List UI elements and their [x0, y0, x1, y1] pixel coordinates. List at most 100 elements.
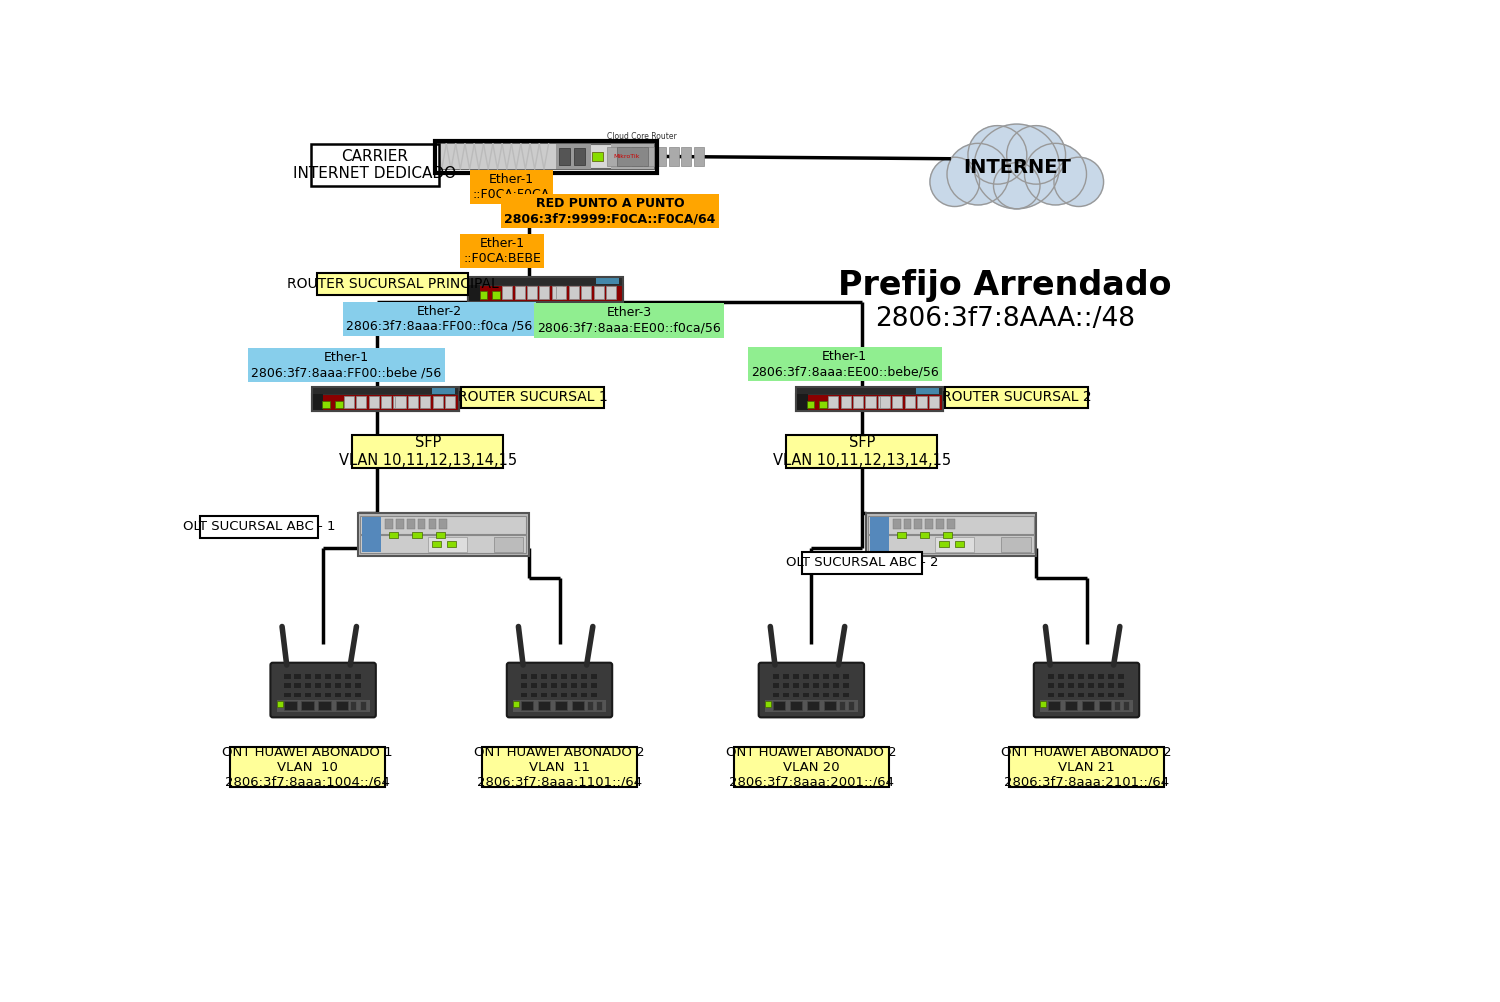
Bar [824, 702, 830, 706]
FancyBboxPatch shape [436, 143, 556, 169]
FancyBboxPatch shape [572, 701, 585, 710]
FancyBboxPatch shape [616, 147, 648, 166]
Bar [1058, 674, 1064, 679]
Bar [833, 683, 840, 688]
Text: Ether-1
2806:3f7:8aaa:FF00::bebe /56: Ether-1 2806:3f7:8aaa:FF00::bebe /56 [251, 351, 441, 379]
Bar [334, 692, 340, 697]
Bar [802, 683, 808, 688]
FancyBboxPatch shape [1113, 701, 1120, 710]
Circle shape [946, 143, 1010, 205]
FancyBboxPatch shape [417, 519, 426, 529]
FancyBboxPatch shape [772, 701, 784, 710]
Bar [765, 701, 771, 707]
Text: ONT HUAWEI ABONADO 2
VLAN 21
2806:3f7:8aaa:2101::/64: ONT HUAWEI ABONADO 2 VLAN 21 2806:3f7:8a… [1000, 745, 1172, 789]
FancyBboxPatch shape [357, 396, 366, 408]
Bar [315, 702, 321, 706]
Bar [1108, 683, 1114, 688]
Bar [843, 683, 849, 688]
Bar [550, 674, 556, 679]
FancyBboxPatch shape [596, 278, 619, 285]
Bar [772, 683, 778, 688]
Bar [447, 541, 456, 547]
Bar [1119, 674, 1125, 679]
Bar [1058, 683, 1064, 688]
Bar [843, 692, 849, 697]
Text: SFP
VLAN 10,11,12,13,14,15: SFP VLAN 10,11,12,13,14,15 [772, 435, 951, 468]
FancyBboxPatch shape [1065, 701, 1077, 710]
Bar [591, 674, 597, 679]
FancyBboxPatch shape [386, 519, 393, 529]
Bar [285, 692, 291, 697]
Circle shape [968, 125, 1028, 184]
Bar [580, 683, 588, 688]
Bar [276, 701, 284, 707]
Bar [843, 702, 849, 706]
Bar [580, 702, 588, 706]
FancyBboxPatch shape [904, 396, 915, 408]
Text: Ether-1
::F0CA:BEBE: Ether-1 ::F0CA:BEBE [464, 237, 542, 266]
Bar [1058, 692, 1064, 697]
Bar [1108, 692, 1114, 697]
FancyBboxPatch shape [669, 147, 680, 166]
Bar [345, 702, 351, 706]
Bar [294, 683, 300, 688]
FancyBboxPatch shape [312, 388, 459, 395]
FancyBboxPatch shape [880, 396, 890, 408]
Bar [843, 674, 849, 679]
Bar [1098, 692, 1104, 697]
Bar [1068, 683, 1074, 688]
Bar [944, 532, 952, 538]
FancyBboxPatch shape [868, 535, 1033, 553]
Bar [580, 674, 588, 679]
FancyBboxPatch shape [1010, 747, 1164, 787]
Bar [824, 692, 830, 697]
Bar [561, 674, 567, 679]
FancyBboxPatch shape [318, 274, 468, 295]
FancyBboxPatch shape [796, 395, 807, 411]
Bar [324, 683, 332, 688]
Bar [561, 702, 567, 706]
Bar [1047, 702, 1054, 706]
FancyBboxPatch shape [540, 286, 549, 300]
Bar [592, 152, 603, 161]
FancyBboxPatch shape [396, 519, 404, 529]
Bar [1088, 692, 1095, 697]
FancyBboxPatch shape [310, 143, 440, 186]
Bar [783, 692, 789, 697]
FancyBboxPatch shape [926, 519, 933, 529]
FancyBboxPatch shape [552, 286, 562, 300]
FancyBboxPatch shape [514, 286, 525, 300]
FancyBboxPatch shape [892, 519, 900, 529]
Bar [304, 674, 310, 679]
FancyBboxPatch shape [312, 395, 324, 411]
FancyBboxPatch shape [556, 286, 567, 300]
FancyBboxPatch shape [538, 701, 550, 710]
Bar [294, 692, 300, 697]
Bar [561, 683, 567, 688]
Bar [1068, 702, 1074, 706]
FancyBboxPatch shape [903, 519, 912, 529]
FancyBboxPatch shape [270, 662, 376, 717]
FancyBboxPatch shape [847, 701, 853, 710]
Bar [572, 692, 578, 697]
Bar [285, 674, 291, 679]
FancyBboxPatch shape [765, 699, 858, 712]
FancyBboxPatch shape [870, 517, 889, 552]
Bar [802, 702, 808, 706]
Bar [513, 701, 519, 707]
Bar [1078, 702, 1084, 706]
Circle shape [930, 157, 980, 206]
Bar [542, 674, 548, 679]
Bar [1078, 674, 1084, 679]
Bar [520, 692, 526, 697]
FancyBboxPatch shape [828, 396, 839, 408]
Bar [304, 702, 310, 706]
FancyBboxPatch shape [408, 396, 419, 408]
Bar [794, 683, 800, 688]
Bar [324, 702, 332, 706]
FancyBboxPatch shape [936, 537, 974, 552]
FancyBboxPatch shape [681, 147, 692, 166]
FancyBboxPatch shape [759, 662, 864, 717]
Bar [572, 674, 578, 679]
Bar [356, 683, 362, 688]
